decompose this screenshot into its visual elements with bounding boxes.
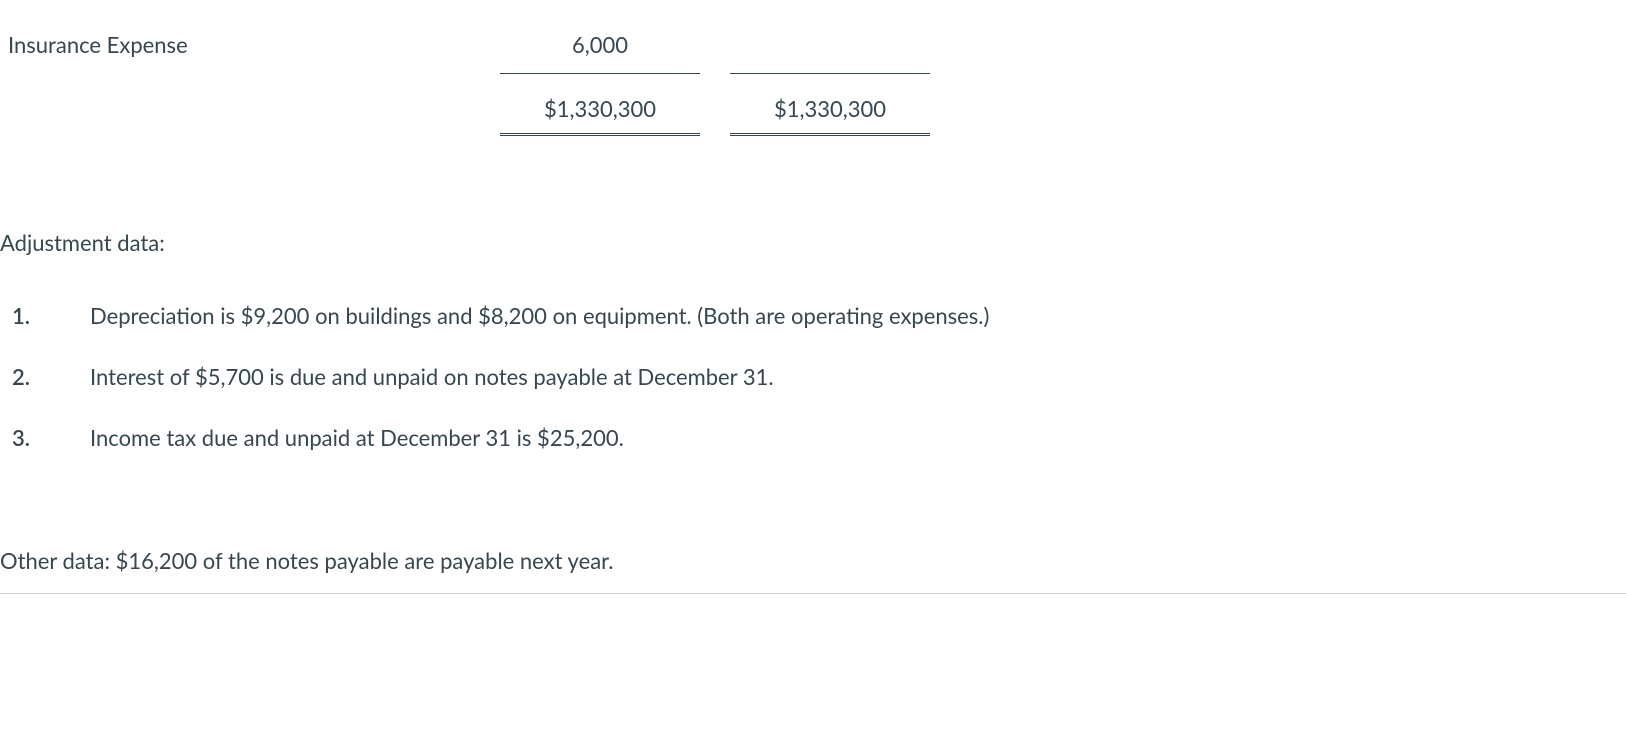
adjustment-data-heading: Adjustment data: [0,226,1626,259]
debit-amount: 6,000 [500,20,700,69]
total-debit: $1,330,300 [500,73,700,136]
total-credit: $1,330,300 [730,73,930,136]
other-data: Other data: $16,200 of the notes payable… [0,544,1626,587]
list-text: Interest of $5,700 is due and unpaid on … [90,360,1626,393]
list-item: 3. Income tax due and unpaid at December… [0,421,1626,454]
credit-amount [730,37,930,53]
list-text: Depreciation is $9,200 on buildings and … [90,299,1626,332]
account-name: Insurance Expense [0,28,500,61]
list-number: 2. [0,360,90,393]
trial-balance-row: Insurance Expense 6,000 [0,20,1626,69]
adjustment-list: 1. Depreciation is $9,200 on buildings a… [0,299,1626,454]
divider [0,593,1626,594]
list-item: 1. Depreciation is $9,200 on buildings a… [0,299,1626,332]
totals-row: $1,330,300 $1,330,300 [0,73,1626,136]
list-number: 1. [0,299,90,332]
list-text: Income tax due and unpaid at December 31… [90,421,1626,454]
list-number: 3. [0,421,90,454]
list-item: 2. Interest of $5,700 is due and unpaid … [0,360,1626,393]
